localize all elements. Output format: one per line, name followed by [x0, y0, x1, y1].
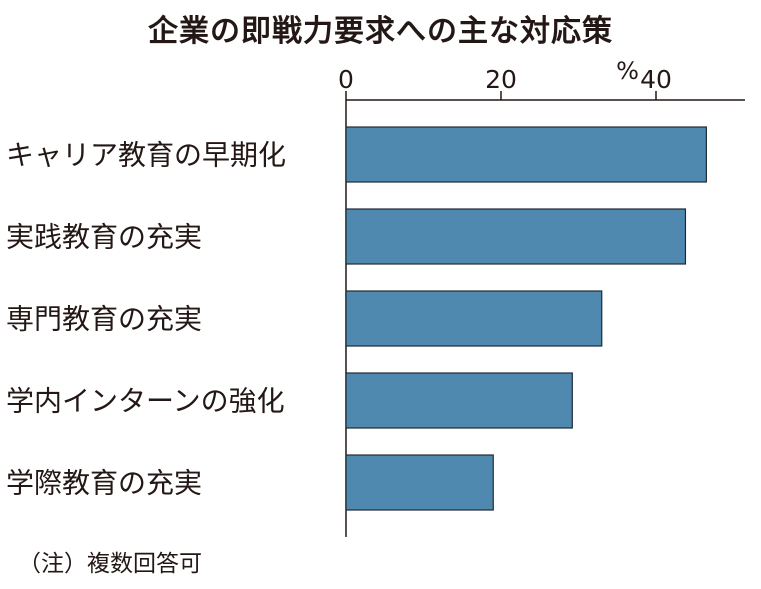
category-label: キャリア教育の早期化 — [6, 139, 286, 172]
category-labels: キャリア教育の早期化実践教育の充実専門教育の充実学内インターンの強化学際教育の充… — [6, 139, 286, 500]
unit-label: % — [616, 57, 639, 85]
bar — [345, 126, 707, 183]
bar — [345, 372, 573, 429]
bar-series — [345, 126, 707, 511]
category-label: 実践教育の充実 — [6, 221, 202, 254]
x-tick-label: 40 — [640, 65, 672, 94]
x-tick-label: 0 — [338, 65, 354, 94]
x-tick-label: 20 — [485, 65, 517, 94]
category-label: 専門教育の充実 — [6, 303, 202, 336]
category-label: 学際教育の充実 — [6, 467, 202, 500]
category-label: 学内インターンの強化 — [6, 385, 285, 418]
bar — [345, 454, 494, 511]
footnote: （注）複数回答可 — [18, 551, 202, 577]
chart-title: 企業の即戦力要求への主な対応策 — [148, 14, 613, 49]
bar — [345, 208, 687, 265]
bar — [345, 290, 603, 347]
